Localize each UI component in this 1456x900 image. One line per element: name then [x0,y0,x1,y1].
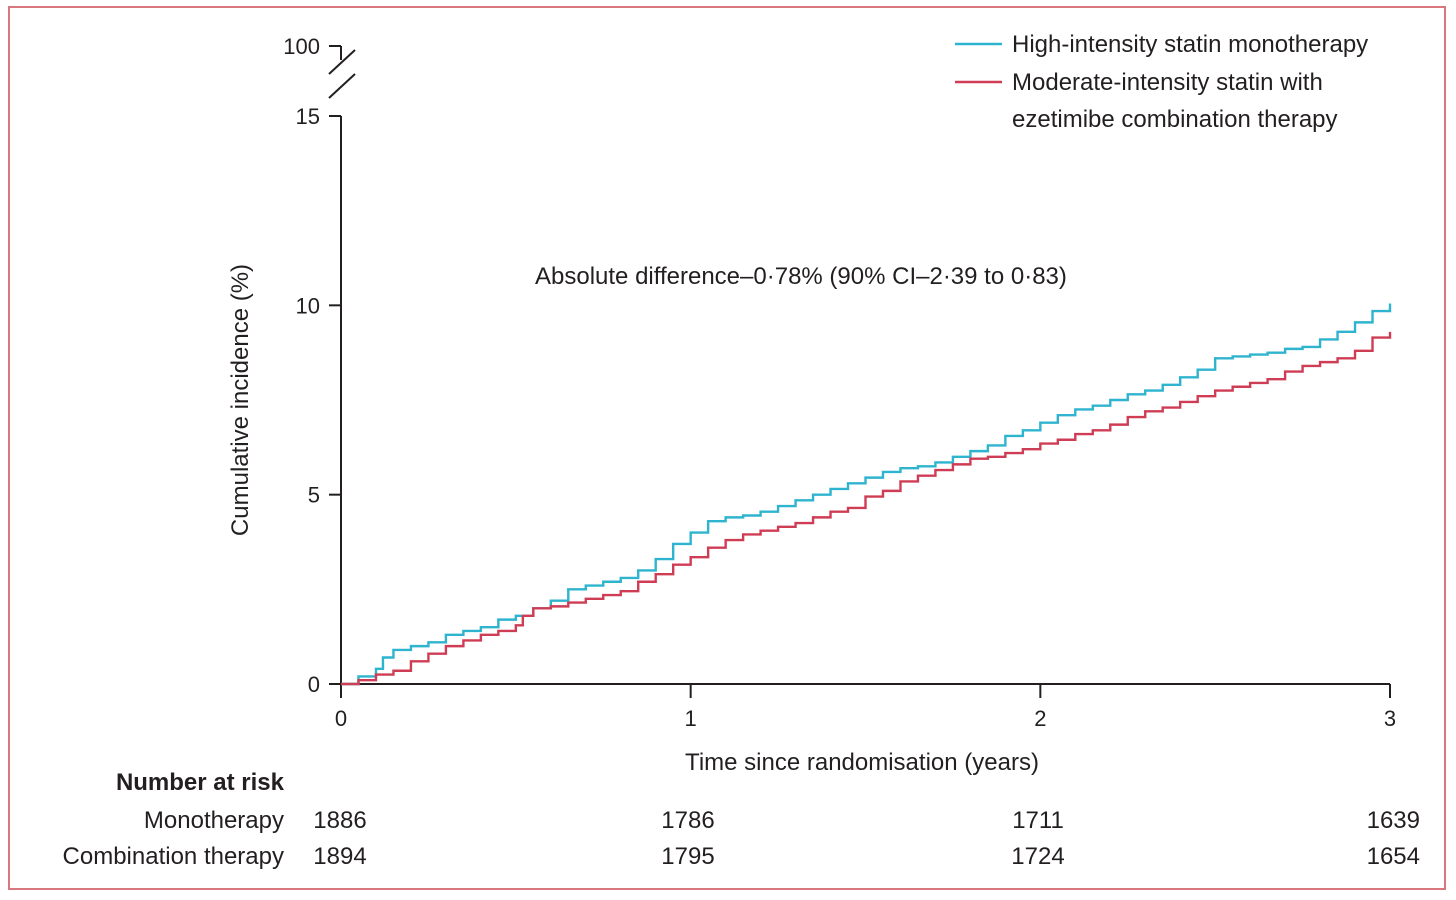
series-line-monotherapy [341,303,1392,686]
x-axis-label: Time since randomisation (years) [685,749,1039,776]
y-tick-label-0: 0 [308,672,320,697]
y-tick-label-5: 5 [308,483,320,508]
y-axis-break-mark-2 [328,73,356,99]
risk-table: Monotherapy 1886 1786 1711 1639 Combination t… [63,807,1420,870]
risk-value: 1795 [661,843,714,870]
risk-value: 1711 [1012,807,1064,834]
series-line-combination [341,331,1392,686]
risk-value: 1894 [313,843,366,870]
legend-label-combination: Moderate-intensity statin with ezetimibe… [1012,69,1338,133]
risk-value: 1786 [661,807,714,834]
y-ticks: 0 5 10 15 [296,104,341,697]
risk-table-title: Number at risk [116,769,285,796]
series-group [341,303,1392,686]
y-tick-label-10: 10 [296,293,320,318]
x-tick-label-0: 0 [335,706,347,731]
annotation: Absolute difference–0·78% (90% CI–2·39 t… [535,263,1067,290]
x-tick-label-3: 3 [1384,706,1396,731]
y-axis-label: Cumulative incidence (%) [227,264,254,536]
legend-label-combination-line2: ezetimibe combination therapy [1012,106,1338,133]
legend-label-monotherapy: High-intensity statin monotherapy [1012,31,1368,58]
figure-frame [8,6,1446,890]
legend-label-combination-line1: Moderate-intensity statin with [1012,69,1323,96]
x-ticks: 0 1 2 3 [335,684,1396,731]
risk-row-label-combination: Combination therapy [63,843,284,870]
risk-value: 1724 [1011,843,1064,870]
x-tick-label-1: 1 [685,706,697,731]
legend: High-intensity statin monotherapy Modera… [955,31,1368,133]
risk-value: 1639 [1367,807,1420,834]
risk-value: 1654 [1367,843,1420,870]
risk-row-label-monotherapy: Monotherapy [144,807,284,834]
y-tick-label-15: 15 [296,104,320,129]
x-tick-label-2: 2 [1034,706,1046,731]
y-break-top-label: 100 [283,34,320,59]
risk-value: 1886 [313,807,366,834]
y-axis-break-mark-1 [328,49,356,75]
